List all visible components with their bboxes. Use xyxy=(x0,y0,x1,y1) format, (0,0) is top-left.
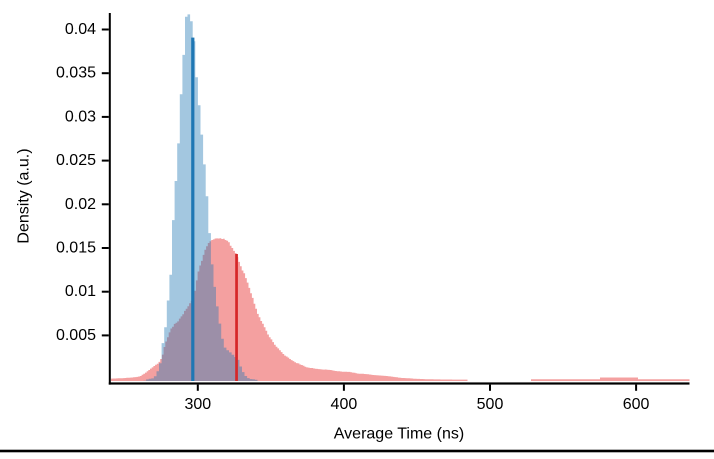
svg-text:0.03: 0.03 xyxy=(65,108,96,125)
svg-text:0.04: 0.04 xyxy=(65,21,96,38)
svg-text:0.005: 0.005 xyxy=(56,327,96,344)
svg-text:300: 300 xyxy=(184,396,211,413)
svg-text:0.02: 0.02 xyxy=(65,196,96,213)
svg-text:0.015: 0.015 xyxy=(56,240,96,257)
svg-text:0.035: 0.035 xyxy=(56,65,96,82)
svg-text:Average Time (ns): Average Time (ns) xyxy=(334,426,464,443)
svg-text:600: 600 xyxy=(623,396,650,413)
svg-text:0.01: 0.01 xyxy=(65,283,96,300)
svg-text:400: 400 xyxy=(331,396,358,413)
svg-text:0.025: 0.025 xyxy=(56,152,96,169)
svg-text:Density (a.u.): Density (a.u.) xyxy=(16,148,33,243)
svg-text:500: 500 xyxy=(477,396,504,413)
